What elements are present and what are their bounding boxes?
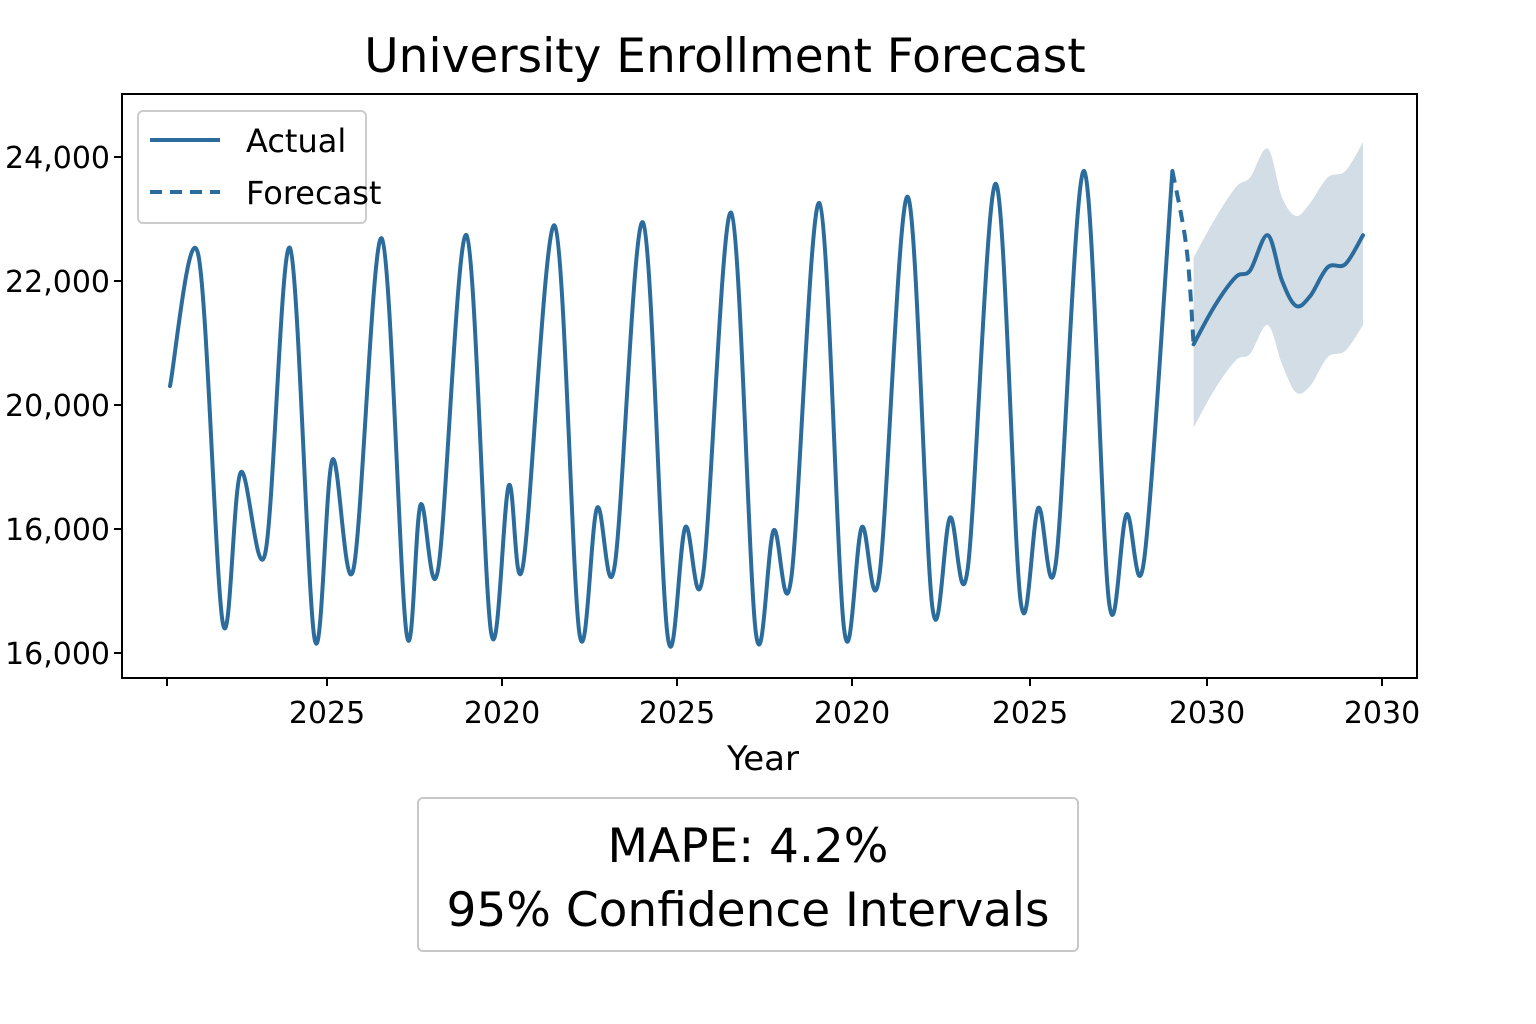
legend-label-forecast: Forecast [246, 174, 381, 212]
x-tick-label: 2020 [814, 696, 890, 731]
x-tick-label: 2025 [639, 696, 715, 731]
x-tick-label: 2030 [1169, 696, 1245, 731]
x-tick-label: 2025 [992, 696, 1068, 731]
y-tick-label: 22,000 [5, 265, 110, 300]
plot-frame [121, 93, 1418, 679]
metrics-box: MAPE: 4.2% 95% Confidence Intervals [417, 797, 1079, 952]
chart-title: University Enrollment Forecast [364, 29, 1085, 84]
y-tick-label: 16,000 [5, 513, 110, 548]
y-tick-label: 24,000 [5, 141, 110, 176]
x-tick-label: 2025 [289, 696, 365, 731]
y-tick-label: 16,000 [5, 637, 110, 672]
legend-label-actual: Actual [246, 122, 346, 160]
y-tick-label: 20,000 [5, 389, 110, 424]
mape-label: MAPE: 4.2% [607, 819, 889, 874]
series-line-actual [168, 168, 1175, 649]
series-line-forecast-continuation [1191, 233, 1365, 347]
x-tick-label: 2020 [464, 696, 540, 731]
series-line-forecast [1170, 170, 1196, 345]
confidence-band [1193, 142, 1363, 428]
confidence-label: 95% Confidence Intervals [446, 883, 1050, 938]
x-tick-label: 2030 [1344, 696, 1420, 731]
x-axis-label: Year [726, 739, 799, 779]
